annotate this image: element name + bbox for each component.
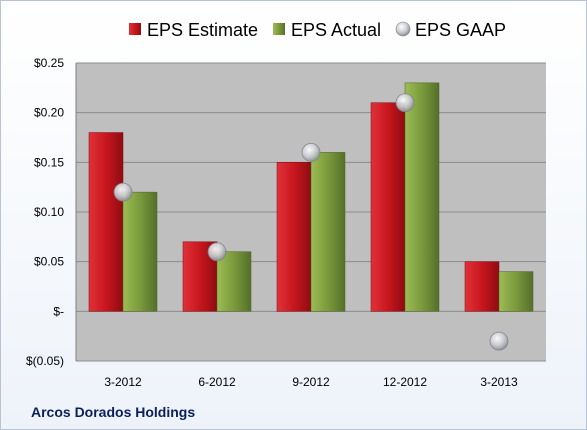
marker-eps-gaap [489, 331, 509, 351]
y-tick-label: $- [53, 304, 64, 318]
bar-eps-estimate [276, 162, 312, 312]
x-tick-label: 12-2012 [383, 375, 427, 389]
y-tick-label: $0.10 [34, 205, 64, 219]
y-tick-label: $(0.05) [26, 354, 64, 368]
marker-eps-gaap [207, 242, 227, 262]
x-tick-label: 6-2012 [198, 375, 236, 389]
legend-swatch [395, 21, 411, 37]
legend-label: EPS GAAP [415, 20, 506, 40]
legend-swatch [129, 23, 141, 35]
bar-eps-actual [310, 152, 346, 312]
bar-eps-estimate [370, 102, 406, 312]
x-tick-label: 3-2012 [104, 375, 142, 389]
legend-label: EPS Estimate [147, 20, 258, 40]
bar-eps-actual [216, 251, 252, 312]
y-tick-label: $0.15 [34, 155, 64, 169]
bar-eps-actual [404, 82, 440, 312]
bar-eps-actual [122, 191, 158, 312]
y-tick-label: $0.25 [34, 56, 64, 70]
marker-eps-gaap [301, 142, 321, 162]
bar-eps-estimate [464, 261, 500, 312]
bar-eps-actual [498, 271, 534, 312]
marker-eps-gaap [113, 182, 133, 202]
legend-swatch [273, 23, 285, 35]
legend-label: EPS Actual [291, 20, 381, 40]
bar-eps-estimate [88, 132, 124, 312]
company-label: Arcos Dorados Holdings [31, 404, 195, 420]
marker-eps-gaap [395, 93, 415, 113]
y-tick-label: $0.05 [34, 255, 64, 269]
y-tick-label: $0.20 [34, 106, 64, 120]
x-tick-label: 3-2013 [480, 375, 518, 389]
x-tick-label: 9-2012 [292, 375, 330, 389]
